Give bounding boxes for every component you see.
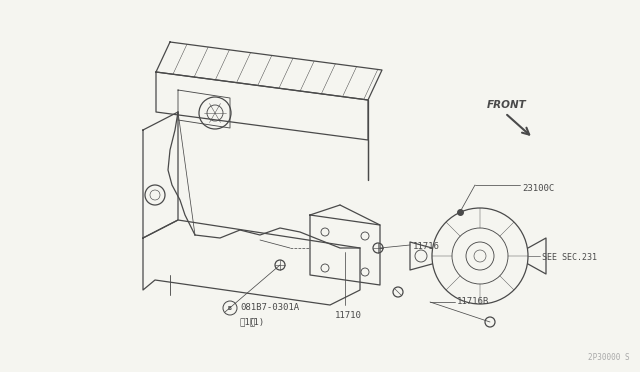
Text: (1): (1) — [248, 317, 264, 327]
Text: （1）: （1） — [240, 317, 256, 327]
Text: 11716B: 11716B — [457, 298, 489, 307]
Text: SEE SEC.231: SEE SEC.231 — [542, 253, 597, 263]
Text: B: B — [228, 305, 232, 311]
Text: 081B7-0301A: 081B7-0301A — [240, 304, 299, 312]
Text: 23100C: 23100C — [522, 183, 554, 192]
Text: FRONT: FRONT — [487, 100, 527, 110]
Text: 11710: 11710 — [335, 311, 362, 320]
Text: 11716: 11716 — [413, 241, 440, 250]
Text: 2P30000 S: 2P30000 S — [588, 353, 630, 362]
